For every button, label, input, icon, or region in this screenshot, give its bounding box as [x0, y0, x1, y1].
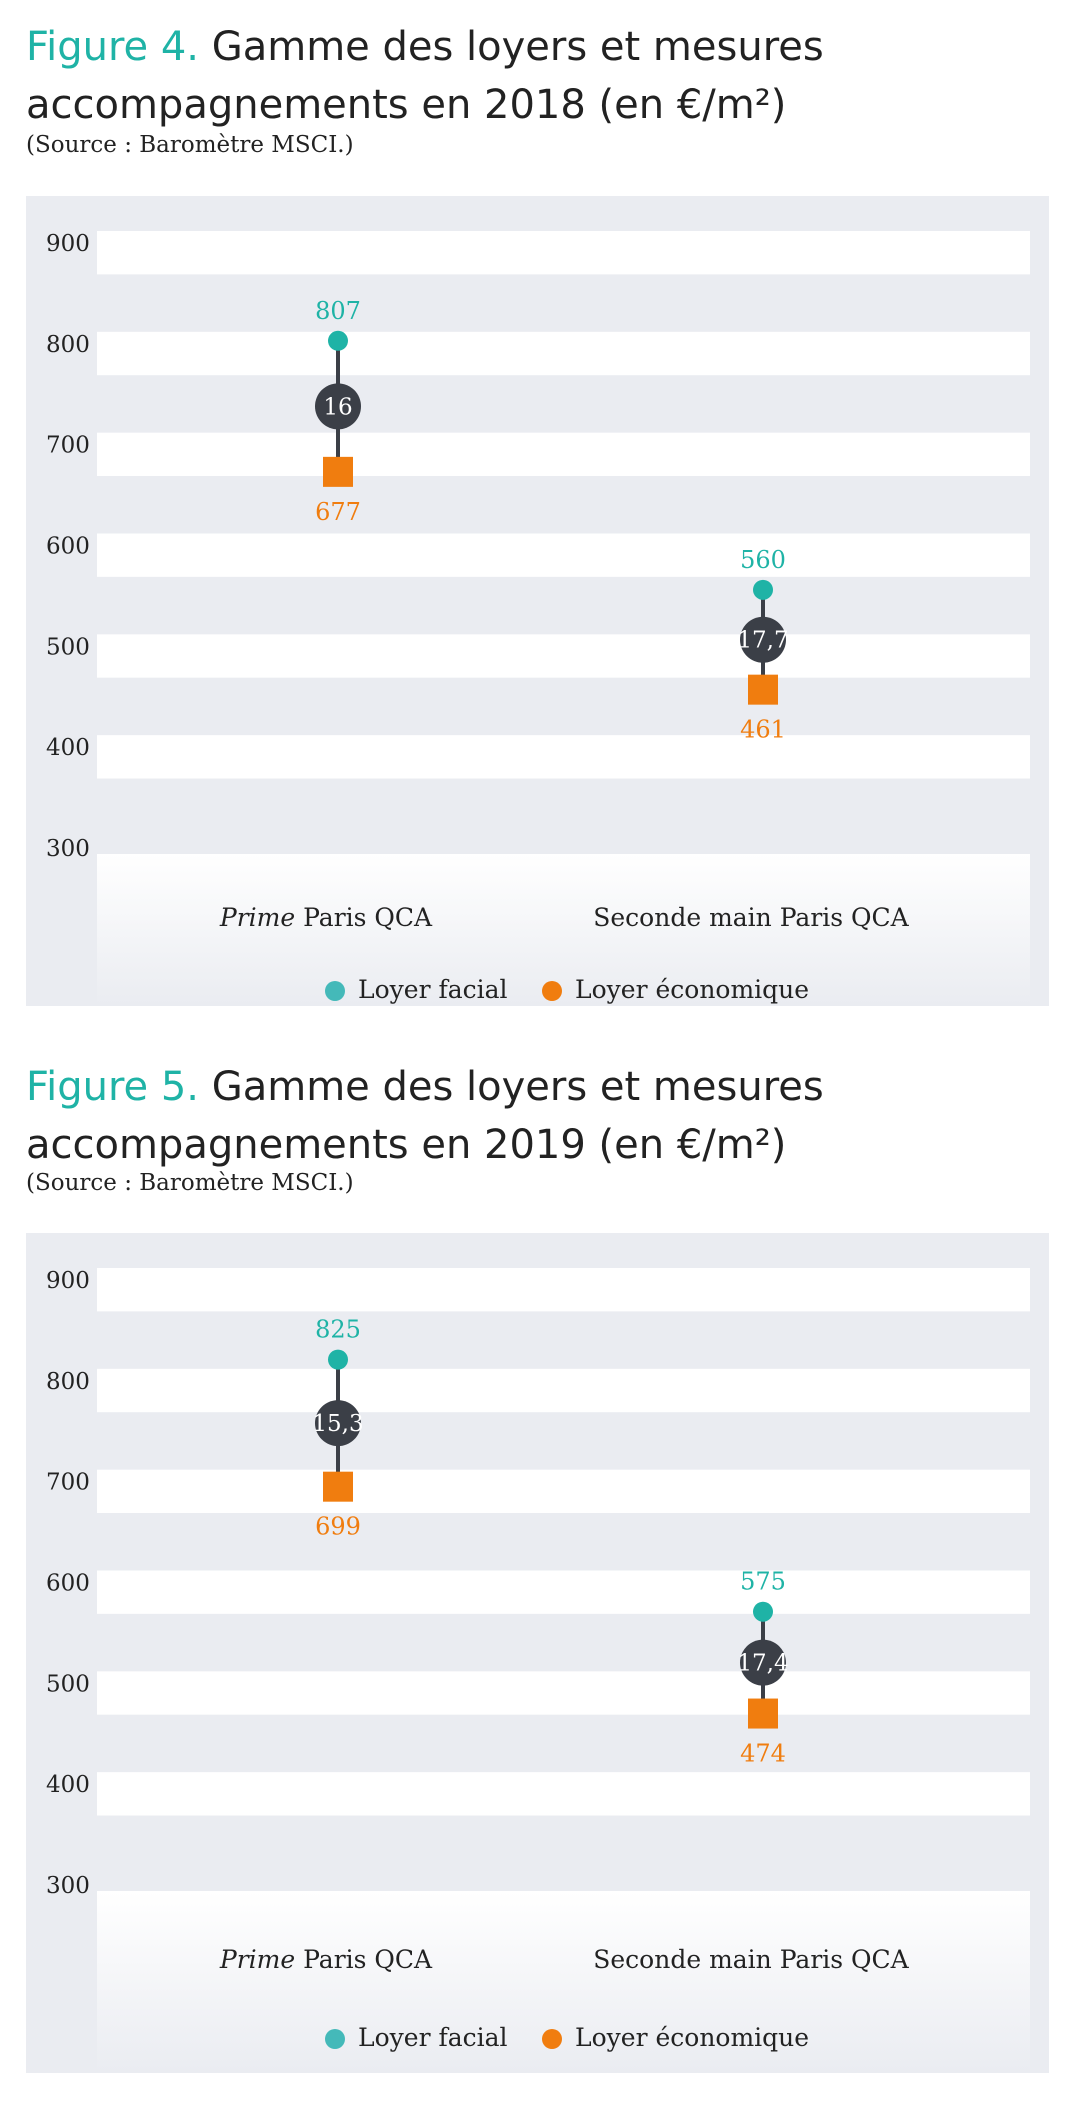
grid-band [97, 1469, 1030, 1514]
y-tick-label: 300 [46, 1873, 90, 1899]
loyer-facial-point [753, 1601, 773, 1622]
figure-4-heading: Figure 4. Gamme des loyers et mesures ac… [26, 18, 1056, 134]
figure-4-number: Figure 4. [26, 24, 200, 70]
loyer-facial-point [328, 330, 348, 351]
spread-marker [740, 616, 786, 663]
loyer-economique-value-label: 461 [740, 716, 786, 744]
grid-band [97, 432, 1030, 477]
y-tick-label: 600 [46, 1571, 90, 1597]
loyer-facial-point [328, 1349, 348, 1370]
category-area [97, 854, 1030, 1006]
y-tick-label: 700 [46, 433, 90, 459]
y-tick-label: 700 [46, 1470, 90, 1496]
figure-5-heading: Figure 5. Gamme des loyers et mesures ac… [26, 1058, 1056, 1174]
legend-loyer-facial-swatch [325, 2029, 345, 2049]
figure-5-source: (Source : Baromètre MSCI.) [26, 1170, 354, 1196]
category-label: Prime Paris QCA [219, 1945, 433, 1974]
loyer-facial-point [753, 579, 773, 600]
category-label: Seconde main Paris QCA [593, 903, 909, 932]
grid-band [97, 634, 1030, 678]
category-label: Prime Paris QCA [219, 903, 433, 932]
loyer-economique-point [323, 1471, 353, 1502]
spread-value-label: 16 [323, 394, 352, 420]
loyer-facial-value-label: 807 [315, 297, 361, 325]
loyer-facial-value-label: 825 [315, 1316, 361, 1344]
category-label-italic: Prime [219, 1945, 295, 1974]
y-tick-label: 800 [46, 332, 90, 358]
y-tick-label: 300 [46, 836, 90, 862]
legend-loyer-economique-swatch [542, 2029, 562, 2049]
spread-marker [315, 1400, 361, 1447]
spread-value-label: 15,3 [312, 1411, 363, 1437]
figure-4-source: (Source : Baromètre MSCI.) [26, 132, 354, 158]
category-label-rest: Paris QCA [295, 1945, 433, 1974]
loyer-economique-point [748, 1698, 778, 1729]
grid-band [97, 1570, 1030, 1614]
category-label-rest: Paris QCA [295, 903, 433, 932]
loyer-economique-value-label: 474 [740, 1740, 786, 1768]
figure-5-number: Figure 5. [26, 1064, 200, 1110]
y-tick-label: 500 [46, 634, 90, 660]
loyer-economique-point [323, 456, 353, 487]
loyer-economique-value-label: 699 [315, 1513, 361, 1541]
category-area [97, 1891, 1030, 2073]
y-tick-label: 900 [46, 1268, 90, 1294]
loyer-facial-value-label: 575 [740, 1568, 786, 1596]
chart-2018: 900 800 700 600 500 400 300 807 16 677 Prime Paris… [46, 231, 1030, 1006]
spread-value-label: 17,7 [737, 628, 788, 654]
category-label-italic: Prime [219, 903, 295, 932]
legend-loyer-facial-label: Loyer facial [358, 2023, 508, 2052]
legend-loyer-facial-label: Loyer facial [358, 975, 508, 1004]
y-tick-label: 900 [46, 231, 90, 257]
chart-panel-2019: 900 800 700 600 500 400 300 825 15,3 699 Prime Par… [26, 1233, 1049, 2073]
grid-band [97, 1772, 1030, 1816]
y-tick-label: 600 [46, 534, 90, 560]
grid-band [97, 533, 1030, 577]
grid-band [97, 231, 1030, 275]
loyer-facial-value-label: 560 [740, 546, 786, 574]
loyer-economique-value-label: 677 [315, 498, 361, 526]
loyer-economique-point [748, 674, 778, 705]
grid-band [97, 331, 1030, 376]
figure-4-title: Gamme des loyers et mesures accompagneme… [26, 24, 824, 128]
legend-loyer-economique-swatch [542, 981, 562, 1001]
figure-5-title: Gamme des loyers et mesures accompagneme… [26, 1064, 824, 1168]
grid-band [97, 735, 1030, 779]
chart-panel-2018: 900 800 700 600 500 400 300 807 16 677 Prime Paris… [26, 196, 1049, 1006]
spread-marker [315, 383, 361, 430]
y-tick-label: 500 [46, 1671, 90, 1697]
legend-loyer-facial-swatch [325, 981, 345, 1001]
category-label: Seconde main Paris QCA [593, 1945, 909, 1974]
y-tick-label: 800 [46, 1369, 90, 1395]
spread-value-label: 17,4 [737, 1651, 788, 1677]
legend-loyer-economique-label: Loyer économique [575, 2023, 809, 2052]
grid-band [97, 1268, 1030, 1312]
legend-loyer-economique-label: Loyer économique [575, 975, 809, 1004]
spread-marker [740, 1639, 786, 1686]
chart-2019: 900 800 700 600 500 400 300 825 15,3 699 Prime Par… [46, 1268, 1030, 2073]
grid-band [97, 1368, 1030, 1413]
y-tick-label: 400 [46, 1772, 90, 1798]
grid-band [97, 1671, 1030, 1715]
y-tick-label: 400 [46, 735, 90, 761]
